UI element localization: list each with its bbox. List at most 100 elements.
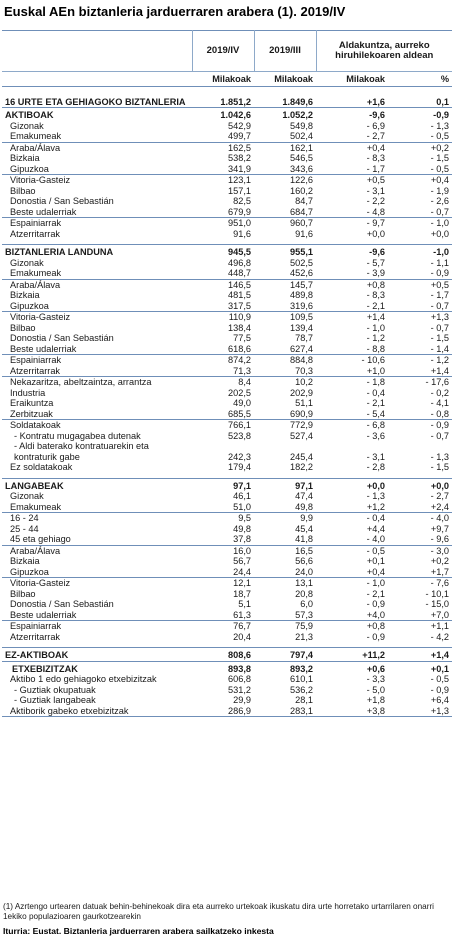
row-label: Beste udalerriak	[10, 206, 77, 217]
row-value: - 1,4	[430, 343, 450, 354]
row-value: 21,3	[295, 631, 313, 642]
row-value: 77,5	[233, 333, 251, 343]
row-value: +0,1	[388, 660, 453, 674]
row-value: 893,2	[254, 660, 316, 674]
table-row: Gipuzkoa 317,5 319,6 - 2,1 - 0,7	[2, 301, 452, 312]
table-row: 45 eta gehiago 37,8 41,8 - 4,0 - 9,6	[2, 534, 452, 545]
table-row: Araba/Álava 162,5 162,1 +0,4 +0,2	[2, 141, 453, 153]
row-value: 146,5	[192, 278, 254, 290]
table-row: Nekazaritza, abeltzaintza, arrantza 8,4 10…	[2, 376, 453, 388]
row-value: - 8,8	[366, 343, 385, 354]
row-value: 766,1	[192, 419, 254, 431]
row-label: 16 URTE ETA GEHIAGOKO BIZTANLERIA	[5, 96, 186, 107]
row-value: - 0,8	[430, 408, 450, 419]
row-value: 685,5	[228, 408, 251, 419]
row-value: +0,8	[316, 620, 388, 632]
row-value: 16,5	[254, 544, 316, 556]
row-value: 8,4	[192, 376, 254, 388]
row-label: - Guztiak langabeak	[14, 695, 96, 705]
row-value: 1.042,6	[192, 107, 254, 121]
row-label: Espainiarrak	[2, 620, 192, 632]
row-label: Donostia / San Sebastián	[10, 599, 114, 609]
row-value: - 0,9	[366, 599, 385, 609]
row-value: 319,6	[290, 300, 313, 311]
row-value: 138,4	[228, 322, 251, 333]
row-value: 37,8	[233, 534, 251, 544]
row-value: 1.052,2	[254, 107, 316, 121]
row-label: Espainiarrak	[2, 354, 192, 366]
row-value: - 4,2	[430, 631, 450, 642]
row-value: - 5,0	[366, 684, 385, 695]
unit-4: %	[388, 71, 453, 87]
row-value: - 3,6	[366, 430, 385, 441]
row-value: - 3,1	[366, 451, 385, 462]
row-value: - 2,1	[366, 300, 385, 311]
table-row: Atzerritarrak 71,3 70,3 +1,0 +1,4	[2, 366, 452, 377]
row-value: 489,8	[290, 290, 313, 300]
table-row: Eraikuntza 49,0 51,1 - 2,1 - 4,1	[2, 398, 452, 409]
row-value: +1,1	[388, 620, 453, 632]
row-value: 202,5	[228, 387, 251, 398]
row-value: 162,1	[254, 141, 316, 153]
row-value: 618,6	[228, 343, 251, 354]
row-value: 16,0	[192, 544, 254, 556]
footnote: (1) Azrtengo urtearen datuak behin-behin…	[3, 902, 434, 921]
row-label: Bilbao	[10, 322, 36, 333]
row-value: - 1,2	[366, 333, 385, 343]
row-label: Aktiborik gabeko etxebizitzak	[10, 705, 129, 716]
row-value: 955,1	[254, 244, 316, 258]
row-value: 71,3	[233, 365, 251, 376]
row-value: 109,5	[254, 311, 316, 323]
table-row: Atzerritarrak 20,4 21,3 - 0,9 - 4,2	[2, 632, 452, 643]
row-value: +9,7	[430, 523, 450, 534]
row-value: - 2,6	[430, 196, 450, 206]
row-label: Gizonak	[10, 120, 44, 131]
row-value: - 0,7	[430, 322, 450, 333]
row-value: +0,5	[388, 278, 453, 290]
row-value: 49,8	[295, 501, 313, 512]
row-value: 499,7	[228, 131, 251, 141]
row-value: 41,8	[295, 534, 313, 544]
row-value: - 5,4	[366, 408, 385, 419]
table-row: 25 - 44 49,8 45,4 +4,4 +9,7	[2, 524, 452, 535]
row-value: - 1,0	[366, 322, 385, 333]
row-value: 47,4	[295, 491, 313, 501]
table-row: Bizkaia 481,5 489,8 - 8,3 - 1,7	[2, 290, 452, 301]
row-value: -0,9	[388, 107, 453, 121]
row-label: - Guztiak okupatuak	[14, 684, 96, 695]
row-value: 960,7	[254, 217, 316, 229]
row-value: 538,2	[228, 153, 251, 163]
row-value: 75,9	[254, 620, 316, 632]
row-value: - 2,7	[430, 491, 450, 501]
header-blank	[2, 30, 192, 72]
row-value: 317,5	[228, 300, 251, 311]
table-row: Araba/Álava 16,0 16,5- 0,5- 3,0	[2, 544, 453, 556]
table-row: Atzerritarrak 91,6 91,6 +0,0 +0,0	[2, 229, 452, 240]
row-value: 6,0	[300, 599, 313, 609]
row-label: Industria	[10, 387, 46, 398]
row-value: - 8,3	[366, 290, 385, 300]
row-label: LANGABEAK	[2, 477, 192, 491]
table-row: Donostia / San Sebastián 77,5 78,7 - 1,2 - 1…	[2, 333, 452, 344]
row-value: 162,5	[192, 141, 254, 153]
row-value: 18,7	[233, 588, 251, 599]
table-row: 16 - 24 9,5 9,9- 0,4- 4,0	[2, 512, 453, 524]
row-label: - Aldi baterako kontratuarekin eta kontr…	[14, 441, 149, 462]
row-label: Bilbao	[10, 588, 36, 599]
row-value: +0,2	[430, 556, 450, 566]
table-row: Ez soldatakoak 179,4 182,2 - 2,8 - 1,5	[2, 462, 452, 473]
row-value: 606,8	[228, 674, 251, 684]
row-value: +1,4	[316, 311, 388, 323]
row-value: - 0,9	[430, 684, 450, 695]
table-row: Emakumeak 51,0 49,8 +1,2 +2,4	[2, 502, 452, 513]
row-value: - 1,0	[316, 577, 388, 589]
row-value: 84,7	[295, 196, 313, 206]
table-row: Industria 202,5 202,9 - 0,4 - 0,2	[2, 388, 452, 399]
row-value: - 0,7	[430, 300, 450, 311]
row-value: - 1,9	[430, 185, 450, 196]
row-value: +1,6	[366, 96, 385, 107]
table-row: Vitoria-Gasteiz 123,1 122,6 +0,5 +0,4	[2, 174, 453, 186]
row-value: 202,9	[290, 387, 313, 398]
row-value: 24,0	[295, 566, 313, 577]
row-value: - 8,3	[366, 153, 385, 163]
